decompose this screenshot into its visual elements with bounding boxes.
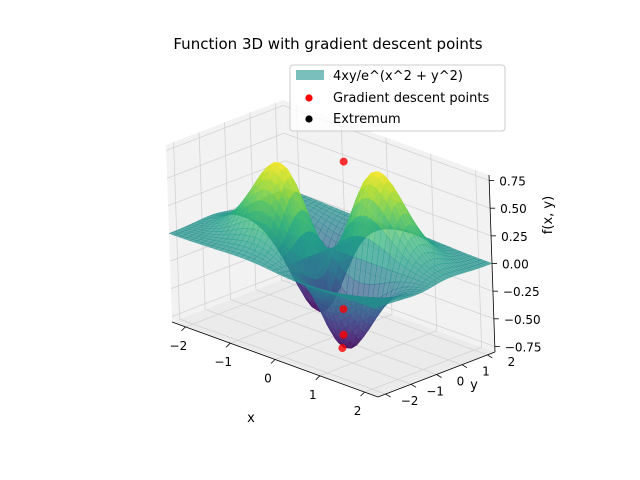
x-tick-label: 1	[309, 388, 317, 402]
x-tick	[315, 375, 321, 381]
gradient-descent-points	[338, 157, 348, 353]
grid-line-z	[171, 271, 289, 317]
grid-line-y	[179, 318, 386, 395]
z-tick-label: −0.75	[505, 341, 542, 355]
z-tick-label: −0.50	[504, 313, 541, 327]
z-tick-label: 0.25	[501, 230, 528, 244]
grid-line-y	[204, 308, 412, 385]
gradient-descent-point	[339, 330, 348, 339]
legend-marker-gradient-points	[305, 94, 313, 102]
y-tick-label: 2	[508, 355, 516, 369]
x-tick-label: 0	[264, 372, 272, 386]
grid-line-z	[166, 105, 284, 151]
grid-line-z	[166, 132, 285, 179]
x-tick-label: 2	[354, 404, 362, 418]
x-tick	[225, 342, 231, 348]
y-tick	[461, 364, 468, 369]
x-axis-label: x	[247, 411, 255, 426]
legend-swatch-surface	[296, 70, 324, 80]
legend-label-extremum: Extremum	[333, 112, 401, 127]
z-axis-label: f(x, y)	[541, 196, 556, 234]
legend-frame	[289, 64, 506, 132]
z-tick-label: −0.25	[503, 285, 540, 299]
y-tick-label: 0	[457, 375, 465, 389]
y-axis-label: y	[470, 378, 478, 393]
surface-patch	[369, 305, 379, 309]
x-tick	[270, 359, 276, 364]
y-tick	[487, 354, 493, 359]
x-tick-label: −1	[214, 355, 232, 369]
legend-label-gradient-points: Gradient descent points	[333, 91, 490, 106]
z-tick-label: 0.00	[502, 258, 529, 272]
z-tick-label: 0.50	[500, 202, 527, 216]
legend-label-surface: 4xy/e^(x^2 + y^2)	[333, 69, 463, 84]
gradient-descent-point	[339, 157, 348, 166]
gradient-descent-point	[338, 344, 347, 353]
y-tick	[436, 374, 442, 378]
legend: 4xy/e^(x^2 + y^2) Gradient descent point…	[289, 64, 506, 132]
x-tick	[181, 326, 186, 332]
surface-plot	[168, 162, 493, 349]
y-tick-label: −1	[426, 384, 444, 398]
ticks: −2−1012−2−1012−0.75−0.50−0.250.000.250.5…	[170, 175, 542, 419]
y-tick	[410, 383, 417, 388]
y-tick-label: −2	[401, 394, 419, 408]
chart-title: Function 3D with gradient descent points	[173, 35, 482, 53]
x-tick-label: −2	[170, 339, 188, 353]
z-tick-label: 0.75	[499, 175, 526, 189]
grid-line-z	[283, 132, 491, 209]
x-tick	[360, 391, 365, 397]
legend-marker-extremum	[305, 115, 313, 123]
gradient-descent-point	[339, 305, 348, 313]
y-tick-label: 1	[482, 365, 490, 379]
grid-line-y	[230, 299, 437, 375]
y-tick	[385, 393, 391, 398]
